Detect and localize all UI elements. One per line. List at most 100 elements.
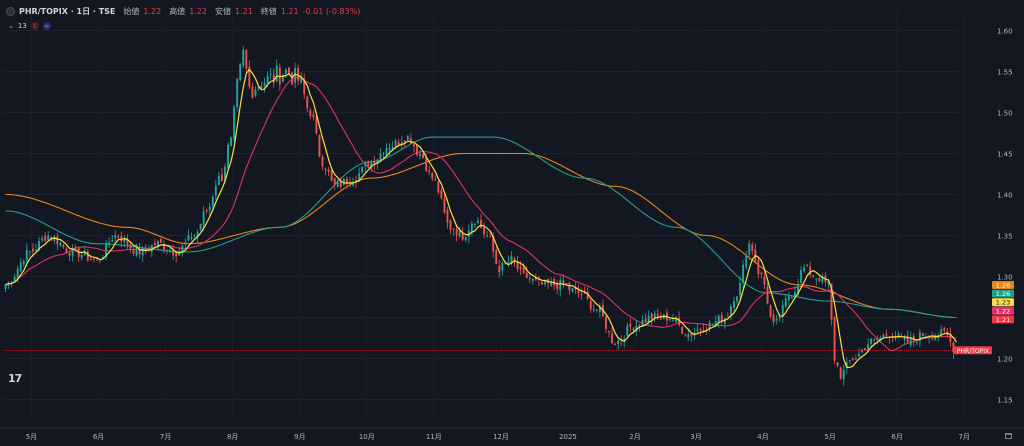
candle-body — [647, 315, 650, 323]
candle-body — [815, 278, 818, 280]
candle-body — [339, 181, 342, 187]
candle-body — [507, 261, 510, 263]
candle-body — [455, 229, 458, 236]
price-tag-box — [992, 306, 1014, 315]
y-tick-label: 1.45 — [997, 151, 1013, 159]
y-tick-label: 1.60 — [997, 28, 1013, 36]
candle-body — [592, 309, 595, 311]
candle-body — [632, 328, 635, 331]
candle-body — [178, 251, 181, 256]
candle-body — [751, 244, 754, 251]
candle-body — [220, 174, 223, 181]
candle-body — [364, 162, 367, 167]
candle-body — [230, 137, 233, 146]
candle-body — [260, 86, 263, 88]
candle-body — [922, 333, 924, 337]
x-tick-label: 10月 — [359, 433, 375, 441]
candle-body — [501, 263, 504, 271]
symbol-logo-icon — [6, 7, 15, 16]
candle-body — [723, 318, 726, 324]
price-tag-box — [992, 289, 1014, 298]
candle-body — [422, 153, 425, 159]
x-tick-label: 2月 — [629, 433, 640, 441]
price-tag-label: 1.26 — [996, 282, 1010, 290]
x-tick-label: 5月 — [824, 433, 835, 441]
candle-body — [608, 331, 610, 333]
candle-body — [775, 318, 778, 321]
candle-body — [74, 246, 77, 248]
y-tick-label: 1.40 — [997, 192, 1013, 200]
candlestick-series[interactable] — [4, 45, 958, 386]
x-tick-label: 3月 — [690, 433, 701, 441]
candle-body — [580, 294, 583, 296]
candle-body — [117, 236, 120, 238]
candle-body — [202, 211, 205, 225]
candle-body — [211, 196, 214, 207]
candle-body — [35, 249, 37, 252]
x-tick-label: 12月 — [493, 433, 509, 441]
candle-body — [62, 244, 65, 247]
candle-body — [562, 280, 565, 285]
candle-body — [56, 236, 59, 245]
candle-body — [47, 235, 50, 240]
candle-body — [650, 313, 653, 320]
candle-body — [717, 315, 720, 323]
low-label: 安値 — [215, 7, 231, 16]
candle-body — [172, 249, 175, 256]
candle-body — [196, 231, 199, 238]
candle-body — [711, 324, 714, 326]
candle-body — [352, 182, 354, 186]
x-tick-label: 2025 — [559, 433, 577, 441]
candle-body — [659, 318, 662, 320]
candle-body — [169, 250, 172, 253]
candle-body — [714, 321, 717, 327]
candle-body — [516, 261, 519, 269]
candle-body — [132, 250, 135, 254]
candle-body — [519, 266, 522, 270]
candle-body — [370, 161, 373, 169]
candle-body — [464, 237, 467, 241]
candle-body — [28, 251, 31, 253]
candle-body — [355, 180, 357, 182]
candle-body — [760, 272, 763, 275]
candle-body — [931, 336, 934, 339]
candle-body — [806, 265, 809, 267]
candle-body — [217, 175, 220, 185]
candle-body — [288, 67, 290, 75]
link-badge-icon[interactable]: ∞ — [42, 22, 51, 30]
candle-body — [678, 317, 681, 326]
candle-body — [550, 281, 553, 286]
candle-body — [812, 275, 815, 277]
candle-body — [281, 75, 284, 82]
candle-body — [114, 235, 117, 238]
calendar-icon[interactable] — [1005, 433, 1012, 439]
candle-body — [16, 268, 19, 280]
tradingview-logo-icon[interactable]: 17 — [8, 372, 22, 385]
candle-body — [135, 247, 138, 256]
candle-body — [373, 160, 376, 165]
alert-badge-icon[interactable]: 1 — [30, 22, 39, 30]
candle-body — [50, 236, 53, 239]
candle-body — [495, 249, 498, 264]
candle-body — [150, 244, 153, 253]
x-axis[interactable]: 5月 6月 7月 8月 9月 10月 11月 12月 2025 2月 3月 4月 5月 6月 7月 — [0, 427, 1024, 441]
candle-body — [385, 147, 388, 155]
y-axis[interactable]: 1.601.551.501.451.401.351.301.251.201.15 — [997, 28, 1013, 405]
symbol-title[interactable]: PHR/TOPIX · 1日 · TSE — [19, 7, 116, 16]
candle-body — [251, 86, 254, 98]
candle-body — [781, 304, 784, 317]
candle-body — [787, 296, 790, 301]
candle-body — [269, 73, 272, 75]
candle-body — [541, 282, 543, 285]
candle-body — [391, 146, 394, 149]
indicator-toggle[interactable]: ⌄ 13 1 ∞ — [8, 22, 51, 30]
candle-body — [528, 278, 531, 280]
chevron-down-icon[interactable]: ⌄ — [8, 22, 14, 30]
candle-body — [467, 230, 470, 238]
candle-body — [867, 344, 870, 352]
candle-body — [903, 337, 906, 340]
candle-body — [818, 278, 821, 282]
candle-body — [757, 260, 760, 275]
candle-body — [303, 78, 306, 95]
